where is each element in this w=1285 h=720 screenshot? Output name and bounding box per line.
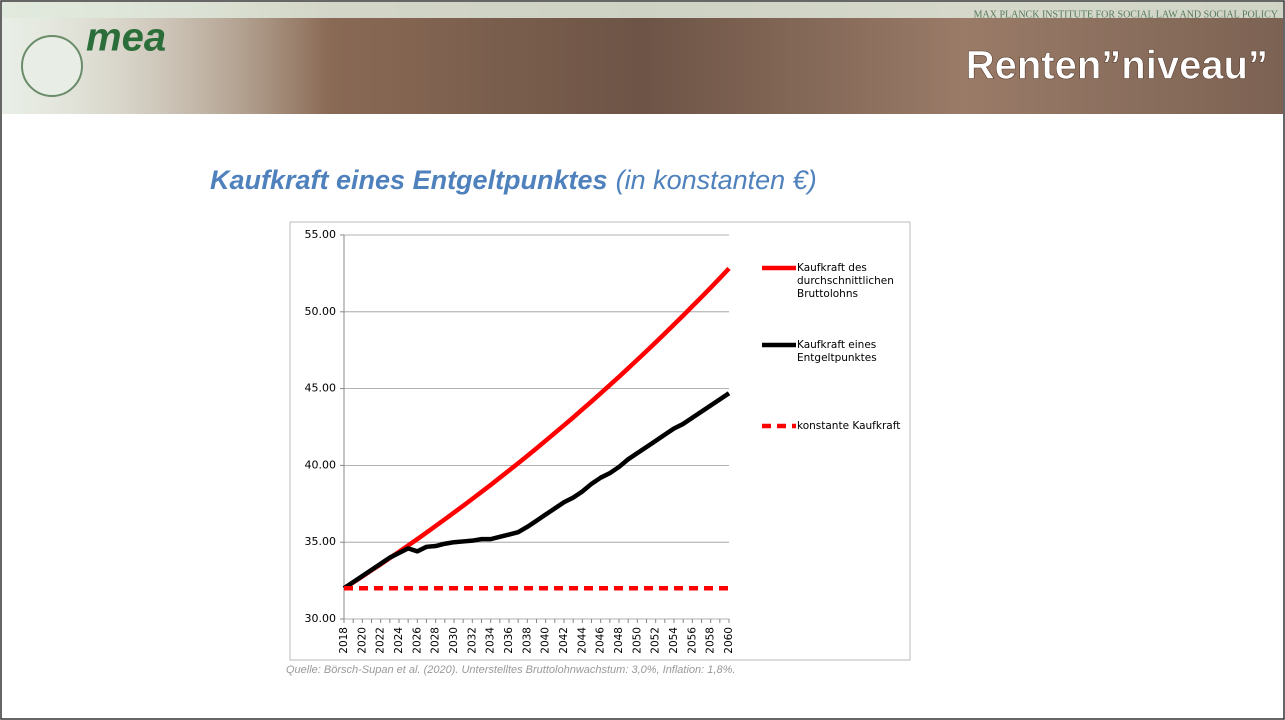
legend-label: konstante Kaufkraft (797, 420, 901, 432)
logo-emblem (21, 35, 83, 97)
x-tick-label: 2020 (356, 627, 368, 654)
legend-entry: Kaufkraft des durchschnittlichen Bruttol… (797, 262, 894, 300)
chart-title-line: Kaufkraft eines Entgeltpunktes (in konsta… (210, 165, 817, 195)
x-tick-label: 2048 (613, 627, 625, 654)
legend-entry: Kaufkraft eines Entgeltpunktes (797, 339, 877, 364)
y-tick-label: 45.00 (305, 382, 337, 395)
source-note: Quelle: Börsch-Supan et al. (2020). Unte… (286, 664, 735, 676)
x-tick-label: 2038 (521, 627, 533, 654)
x-tick-label: 2042 (558, 627, 570, 654)
chart-title: Kaufkraft eines Entgeltpunktes (210, 165, 608, 195)
x-tick-label: 2030 (448, 627, 460, 654)
institute: MAX PLANCK INSTITUTE FOR SOCIAL LAW AND … (974, 9, 1278, 20)
x-tick-label: 2058 (705, 627, 717, 654)
x-tick-label: 2022 (375, 627, 387, 654)
x-tick-label: 2056 (686, 627, 698, 654)
x-tick-label: 2054 (668, 627, 680, 654)
logo: mea (86, 16, 166, 60)
x-tick-label: 2036 (503, 627, 515, 654)
x-tick-label: 2018 (338, 627, 350, 654)
y-tick-label: 55.00 (305, 228, 337, 241)
legend-entry: konstante Kaufkraft (797, 420, 901, 432)
x-tick-label: 2040 (540, 627, 552, 654)
x-tick-label: 2032 (466, 627, 478, 654)
x-tick-label: 2026 (411, 627, 423, 654)
series-line (342, 266, 731, 591)
y-tick-label: 35.00 (305, 535, 337, 548)
x-tick-label: 2060 (723, 627, 735, 654)
x-tick-label: 2044 (576, 627, 588, 654)
legend-label: Kaufkraft des durchschnittlichen Bruttol… (797, 262, 894, 300)
legend-label: Kaufkraft eines Entgeltpunktes (797, 339, 877, 364)
header-strip (2, 2, 1283, 18)
plot: 30.00 35.00 40.00 45.00 50.00 55.00 2018 2020 20… (305, 228, 901, 654)
x-tick-label: 2024 (393, 627, 405, 654)
x-tick-label: 2052 (650, 627, 662, 654)
y-tick-label: 40.00 (305, 458, 337, 471)
x-tick-label: 2046 (595, 627, 607, 654)
chart-subtitle: (in konstanten €) (616, 165, 817, 195)
slide-title: Renten”niveau” (966, 44, 1268, 88)
series-line (342, 391, 731, 591)
x-tick-label: 2050 (631, 627, 643, 654)
y-tick-label: 50.00 (305, 305, 337, 318)
x-tick-label: 2028 (430, 627, 442, 654)
x-tick-label: 2034 (485, 627, 497, 654)
y-tick-label: 30.00 (305, 612, 337, 625)
